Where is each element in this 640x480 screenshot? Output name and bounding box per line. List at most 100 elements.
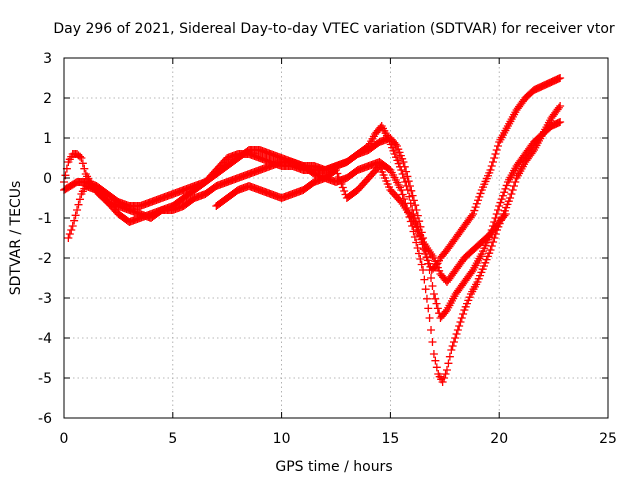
data-point xyxy=(413,244,422,252)
data-point xyxy=(404,177,413,186)
data-point xyxy=(501,210,510,218)
data-point xyxy=(556,74,565,82)
data-point xyxy=(422,253,431,262)
data-point xyxy=(80,164,89,173)
data-point xyxy=(496,198,505,207)
y-tick-label: -2 xyxy=(38,251,52,267)
data-point xyxy=(414,249,423,258)
data-point xyxy=(469,210,478,218)
data-point xyxy=(67,226,76,234)
data-point xyxy=(432,363,441,372)
data-point xyxy=(491,214,500,222)
axes: 0 5 10 15 20 25 -6 -5 -4 -3 -2 -1 0 1 2 3 xyxy=(38,51,617,447)
data-point xyxy=(448,342,457,350)
data-point xyxy=(398,190,407,199)
data-point xyxy=(486,166,495,174)
data-point xyxy=(438,378,447,386)
data-point xyxy=(475,192,484,201)
data-point xyxy=(340,187,349,195)
data-point xyxy=(447,346,456,354)
grid-lines xyxy=(64,58,608,418)
data-point xyxy=(457,314,466,322)
x-tick-label: 15 xyxy=(381,431,399,447)
data-point xyxy=(431,356,440,365)
data-point xyxy=(491,150,500,158)
data-point xyxy=(495,202,504,210)
data-point xyxy=(441,370,450,378)
x-axis-label: GPS time / hours xyxy=(275,459,392,475)
data-point xyxy=(402,167,411,176)
data-point xyxy=(554,103,563,112)
data-point xyxy=(506,194,515,202)
data-point xyxy=(422,294,431,303)
y-tick-label: 2 xyxy=(43,91,52,107)
data-point xyxy=(487,242,496,250)
data-point xyxy=(416,255,425,263)
data-point xyxy=(486,246,495,254)
y-tick-label: -3 xyxy=(38,291,52,307)
data-point xyxy=(440,374,449,382)
data-point xyxy=(408,191,417,200)
chart-title: Day 296 of 2021, Sidereal Day-to-day VTE… xyxy=(53,21,615,37)
data-point xyxy=(474,196,483,205)
data-point xyxy=(556,118,565,126)
data-point xyxy=(409,227,418,236)
x-tick-label: 10 xyxy=(273,431,291,447)
data-point xyxy=(476,189,485,198)
y-tick-label: -1 xyxy=(38,211,52,227)
data-point xyxy=(467,211,476,220)
y-tick-label: 3 xyxy=(43,51,52,67)
data-point xyxy=(493,142,502,150)
data-point xyxy=(556,102,565,110)
data-point xyxy=(334,173,343,181)
data-point xyxy=(455,322,464,330)
data-point xyxy=(501,184,510,193)
data-point xyxy=(412,238,421,247)
data-point xyxy=(397,186,406,194)
data-point xyxy=(508,186,517,194)
data-point xyxy=(333,169,342,178)
y-tick-label: -6 xyxy=(38,411,52,427)
data-point xyxy=(65,230,74,238)
data-point xyxy=(412,206,421,214)
data-point xyxy=(71,211,80,220)
data-point xyxy=(429,350,438,358)
y-tick-label: 1 xyxy=(43,131,52,147)
data-point xyxy=(433,304,442,313)
data-point xyxy=(424,304,433,313)
data-point xyxy=(459,310,468,318)
data-point xyxy=(413,211,422,220)
data-point xyxy=(487,162,496,170)
data-point xyxy=(453,326,462,334)
data-point xyxy=(492,146,501,154)
data-point xyxy=(451,334,460,342)
data-point xyxy=(472,199,481,208)
data-point xyxy=(64,234,73,242)
data-point xyxy=(406,212,415,220)
data-point xyxy=(497,195,506,204)
data-point xyxy=(509,182,518,190)
data-point xyxy=(429,290,438,298)
data-point xyxy=(425,314,434,322)
data-point xyxy=(470,206,479,215)
data-point xyxy=(332,166,340,174)
data-point xyxy=(502,181,511,190)
data-point xyxy=(399,174,408,182)
data-point xyxy=(428,282,437,290)
data-point xyxy=(391,140,400,149)
data-point xyxy=(417,260,426,269)
y-tick-label: -4 xyxy=(38,331,52,347)
data-point xyxy=(507,190,516,198)
data-point xyxy=(442,366,451,374)
data-point xyxy=(511,178,520,186)
data-point xyxy=(75,152,84,161)
x-tick-label: 20 xyxy=(490,431,508,447)
data-point xyxy=(421,285,430,294)
data-point xyxy=(444,359,453,368)
data-point xyxy=(427,326,436,334)
plot-frame xyxy=(63,57,609,419)
data-point xyxy=(432,299,441,308)
data-point xyxy=(424,259,433,268)
data-point xyxy=(74,200,83,209)
